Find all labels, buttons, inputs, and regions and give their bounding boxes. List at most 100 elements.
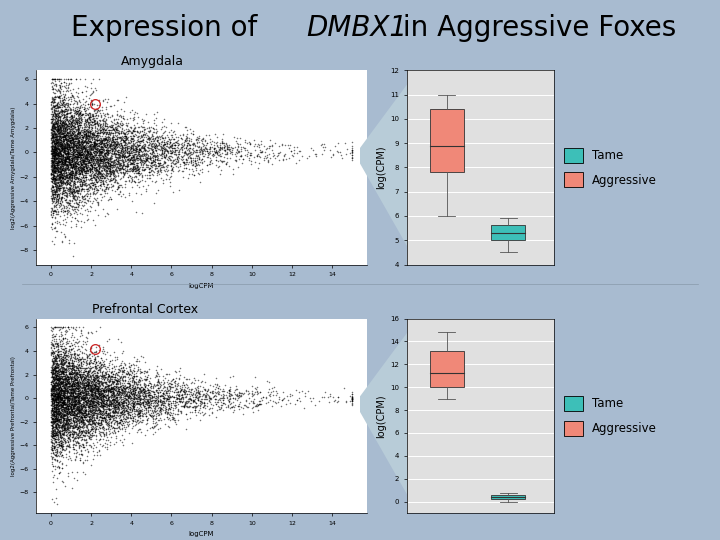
Point [62, 122, 73, 131]
Point [198, 397, 210, 406]
Point [105, 174, 117, 183]
Point [114, 120, 126, 129]
Point [48, 126, 59, 134]
Point [60, 135, 71, 144]
Point [89, 171, 101, 179]
Point [86, 389, 98, 398]
Point [66, 387, 78, 396]
Point [72, 380, 84, 389]
Point [53, 410, 64, 418]
Point [48, 380, 60, 389]
Point [81, 132, 93, 140]
Point [48, 340, 59, 348]
Point [47, 149, 58, 158]
Point [96, 360, 107, 369]
Point [114, 151, 126, 159]
Point [78, 165, 90, 174]
Point [90, 417, 102, 426]
Point [160, 138, 171, 147]
Point [169, 403, 181, 412]
Point [50, 330, 61, 339]
Point [50, 397, 61, 406]
Point [53, 379, 65, 387]
Point [86, 402, 98, 410]
Point [70, 405, 81, 414]
Point [79, 382, 91, 391]
Point [46, 357, 58, 366]
Point [145, 150, 156, 158]
Point [70, 119, 81, 127]
Point [51, 397, 63, 406]
Point [46, 410, 58, 418]
Point [62, 154, 73, 163]
Point [68, 139, 79, 148]
Point [85, 138, 96, 147]
Point [53, 197, 64, 206]
Point [72, 133, 84, 142]
Point [210, 156, 222, 164]
Point [71, 222, 82, 231]
Point [94, 384, 105, 393]
Point [114, 165, 125, 174]
Point [55, 411, 67, 420]
Point [201, 153, 212, 161]
Point [50, 391, 61, 400]
Point [181, 139, 193, 147]
Point [77, 158, 89, 166]
Point [113, 389, 125, 397]
Point [63, 133, 74, 142]
Point [94, 173, 106, 182]
Point [103, 164, 114, 173]
Point [88, 164, 99, 173]
Point [105, 380, 117, 388]
Point [75, 408, 86, 416]
Point [127, 397, 139, 406]
Point [137, 383, 148, 392]
Point [158, 390, 170, 399]
Point [127, 134, 139, 143]
Point [150, 366, 162, 374]
Point [85, 393, 96, 402]
Point [120, 166, 131, 174]
Point [127, 126, 138, 134]
Point [107, 416, 119, 424]
Point [47, 140, 58, 149]
Point [46, 141, 58, 150]
Point [109, 142, 121, 151]
Point [70, 392, 81, 401]
Point [45, 390, 57, 399]
Point [49, 152, 60, 161]
Point [57, 397, 68, 406]
Point [102, 159, 114, 168]
Point [189, 157, 201, 165]
Point [54, 436, 66, 445]
Point [107, 370, 119, 379]
Point [73, 345, 84, 353]
Point [79, 145, 91, 154]
Point [251, 151, 262, 160]
Point [56, 160, 68, 168]
Point [156, 149, 168, 158]
Point [67, 163, 78, 171]
Point [74, 129, 86, 137]
Point [68, 408, 80, 416]
Point [49, 139, 60, 147]
Point [63, 152, 75, 161]
Point [91, 405, 102, 414]
Point [80, 379, 91, 387]
Point [160, 161, 171, 170]
Point [47, 395, 58, 403]
Point [145, 379, 156, 387]
Point [62, 127, 73, 136]
Point [55, 207, 66, 216]
Point [127, 399, 138, 407]
Point [77, 418, 89, 427]
Point [104, 161, 116, 170]
Point [74, 356, 86, 364]
Point [78, 375, 90, 383]
Point [73, 121, 85, 130]
Point [69, 417, 81, 426]
Point [82, 160, 94, 169]
Point [58, 366, 70, 375]
Point [82, 125, 94, 133]
